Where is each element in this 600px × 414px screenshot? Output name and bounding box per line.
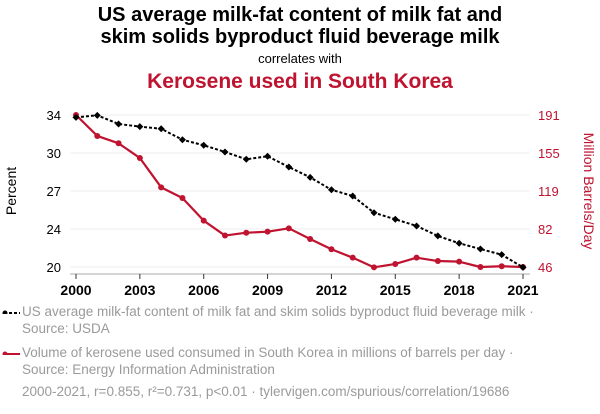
left-axis: 34 30 27 24 20 <box>47 108 61 275</box>
kerosene-line <box>75 114 524 269</box>
kerosene-point <box>328 246 335 253</box>
left-tick-label: 34 <box>47 108 61 123</box>
correlates-with-label: correlates with <box>258 51 342 66</box>
kerosene-point <box>115 140 122 147</box>
right-axis-label: Million Barrels/Day <box>581 133 597 250</box>
milk-fat-point <box>455 239 463 247</box>
kerosene-point <box>136 154 143 161</box>
milk-fat-point <box>136 123 144 131</box>
solid-line-dot-icon <box>2 351 20 355</box>
milk-fat-point <box>200 141 208 149</box>
right-tick-label: 191 <box>538 108 560 123</box>
legend-label-kerosene: Volume of kerosene used consumed in Sout… <box>22 345 514 377</box>
right-axis: 191 155 119 82 46 <box>538 108 560 275</box>
kerosene-point <box>392 260 399 267</box>
x-axis: 2000 2003 2006 2009 2012 2015 2018 2021 <box>60 273 539 298</box>
x-tick-label: 2015 <box>380 282 411 298</box>
kerosene-point <box>371 264 377 271</box>
footer-stats: 2000-2021, r=0.855, r²=0.731, p<0.01 · t… <box>22 384 510 399</box>
chart-title: US average milk-fat content of milk fat … <box>0 4 600 48</box>
kerosene-point <box>477 264 484 270</box>
kerosene-point <box>94 132 101 139</box>
x-tick-label: 2006 <box>188 282 219 298</box>
right-tick-label: 155 <box>538 146 560 161</box>
x-tick-label: 2021 <box>507 282 538 298</box>
left-tick-label: 24 <box>47 222 61 237</box>
kerosene-point <box>243 229 250 236</box>
milk-fat-point <box>221 148 229 156</box>
kerosene-point <box>434 258 441 265</box>
left-tick-label: 20 <box>47 260 61 275</box>
kerosene-point <box>285 225 292 232</box>
milk-fat-line <box>75 114 524 269</box>
milk-fat-point <box>242 155 250 163</box>
chart-canvas: 2000 2003 2006 2009 2012 2015 2018 2021 34 30 27 2… <box>3 108 597 298</box>
milk-fat-point <box>519 263 527 271</box>
chart-title-line2: skim solids byproduct fluid beverage mil… <box>100 26 500 48</box>
kerosene-point <box>349 254 356 261</box>
right-tick-label: 46 <box>538 260 552 275</box>
legend-label-milk-fat: US average milk-fat content of milk fat … <box>22 304 534 336</box>
legend: US average milk-fat content of milk fat … <box>0 304 600 385</box>
kerosene-point <box>413 254 420 261</box>
kerosene-point <box>498 263 505 270</box>
kerosene-point <box>158 184 165 191</box>
left-tick-label: 27 <box>47 184 61 199</box>
x-tick-label: 2012 <box>316 282 347 298</box>
milk-fat-point <box>115 120 123 128</box>
milk-fat-point <box>93 111 101 119</box>
kerosene-point <box>456 258 463 265</box>
kerosene-point <box>264 228 271 235</box>
left-tick-label: 30 <box>47 146 61 161</box>
legend-item-milk-fat: US average milk-fat content of milk fat … <box>0 304 562 337</box>
milk-fat-point <box>476 245 484 253</box>
left-axis-label: Percent <box>3 167 19 215</box>
milk-fat-point <box>434 232 442 240</box>
milk-fat-point <box>413 222 421 230</box>
right-tick-label: 82 <box>538 222 552 237</box>
kerosene-point <box>307 236 314 243</box>
milk-fat-point <box>306 173 314 181</box>
legend-item-kerosene: Volume of kerosene used consumed in Sout… <box>0 345 562 378</box>
milk-fat-point <box>264 152 272 160</box>
milk-fat-point <box>72 113 80 121</box>
milk-fat-point <box>391 215 399 223</box>
milk-fat-point <box>370 209 378 217</box>
series-layer <box>72 111 527 271</box>
milk-fat-point <box>285 163 293 171</box>
dotted-line-diamond-icon <box>2 310 20 314</box>
milk-fat-point <box>349 192 357 200</box>
kerosene-point <box>200 217 207 224</box>
x-tick-label: 2000 <box>60 282 91 298</box>
x-tick-label: 2009 <box>252 282 283 298</box>
chart-subtitle: Kerosene used in South Korea <box>147 70 453 93</box>
x-tick-label: 2003 <box>124 282 155 298</box>
gridlines <box>70 114 530 268</box>
x-tick-label: 2018 <box>444 282 475 298</box>
milk-fat-point <box>157 125 165 133</box>
milk-fat-point <box>178 136 186 144</box>
kerosene-point <box>179 195 186 202</box>
milk-fat-point <box>498 251 506 259</box>
chart-title-line1: US average milk-fat content of milk fat … <box>97 4 503 26</box>
milk-fat-point <box>327 186 335 194</box>
right-tick-label: 119 <box>538 184 559 199</box>
kerosene-point <box>222 232 228 239</box>
